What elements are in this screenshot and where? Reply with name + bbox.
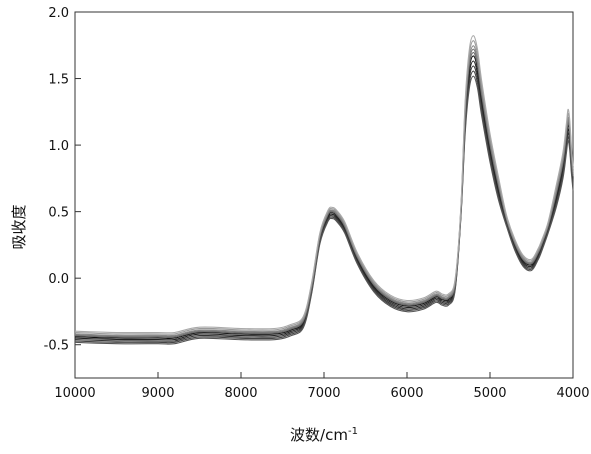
x-axis-title: 波数/cm-1 [290,426,358,444]
x-axis-title-superscript: -1 [348,426,358,437]
x-tick-label: 9000 [141,386,174,401]
y-tick-label: 0.0 [48,272,69,287]
x-tick-label: 4000 [556,386,589,401]
y-tick-label: 1.5 [48,73,69,88]
x-tick-label: 8000 [224,386,257,401]
x-tick-label: 6000 [390,386,423,401]
spectrum-series-line [74,35,574,334]
x-tick-label: 7000 [307,386,340,401]
y-tick-label: 1.0 [48,139,69,154]
spectrum-series-line [74,75,574,345]
y-axis-title: 吸收度 [10,204,28,249]
series-layer [74,35,574,345]
spectrum-series-line [74,65,574,342]
spectrum-series-line [74,70,574,344]
y-tick-label: -0.5 [44,339,69,354]
y-axis: 2.0 1.5 1.0 0.5 0.0 -0.5 [44,6,81,354]
x-tick-label: 10000 [54,386,95,401]
y-tick-label: 0.5 [48,206,69,221]
x-axis: 10000 9000 8000 7000 6000 5000 4000 [54,372,590,401]
x-axis-title-main: 波数/cm [290,426,348,444]
x-tick-label: 5000 [473,386,506,401]
y-tick-label: 2.0 [48,6,69,21]
